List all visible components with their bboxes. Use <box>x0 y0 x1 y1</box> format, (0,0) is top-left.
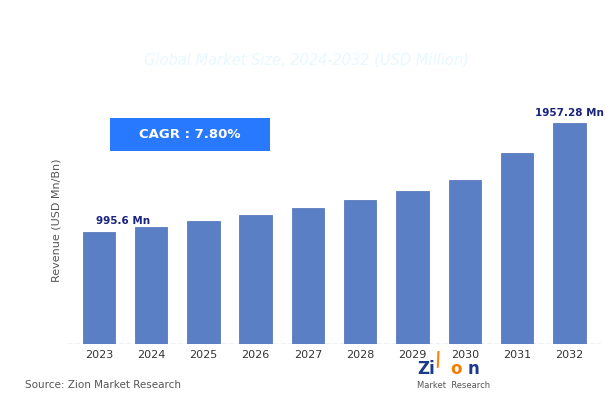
Text: Market  Research: Market Research <box>417 381 490 390</box>
Text: n: n <box>468 360 479 378</box>
Bar <box>292 208 324 344</box>
FancyBboxPatch shape <box>110 118 270 150</box>
Text: o: o <box>451 360 462 378</box>
Bar <box>135 227 167 344</box>
Text: /: / <box>432 350 444 370</box>
Text: CAGR : 7.80%: CAGR : 7.80% <box>139 128 241 141</box>
Bar <box>344 200 376 344</box>
Text: Source: Zion Market Research: Source: Zion Market Research <box>25 380 180 390</box>
Text: Zi: Zi <box>417 360 435 378</box>
Bar <box>240 215 272 344</box>
Bar <box>83 232 115 344</box>
Bar <box>397 191 428 344</box>
Bar <box>449 180 481 344</box>
Y-axis label: Revenue (USD Mn/Bn): Revenue (USD Mn/Bn) <box>52 158 62 282</box>
Bar <box>553 123 585 344</box>
Text: Global Market Size, 2024-2032 (USD Million): Global Market Size, 2024-2032 (USD Milli… <box>144 52 469 68</box>
Text: Radiology Information System Market,: Radiology Information System Market, <box>94 16 519 35</box>
Text: 995.6 Mn: 995.6 Mn <box>96 216 150 226</box>
Bar <box>187 221 219 344</box>
Bar <box>501 154 533 344</box>
Text: 1957.28 Mn: 1957.28 Mn <box>535 108 604 118</box>
